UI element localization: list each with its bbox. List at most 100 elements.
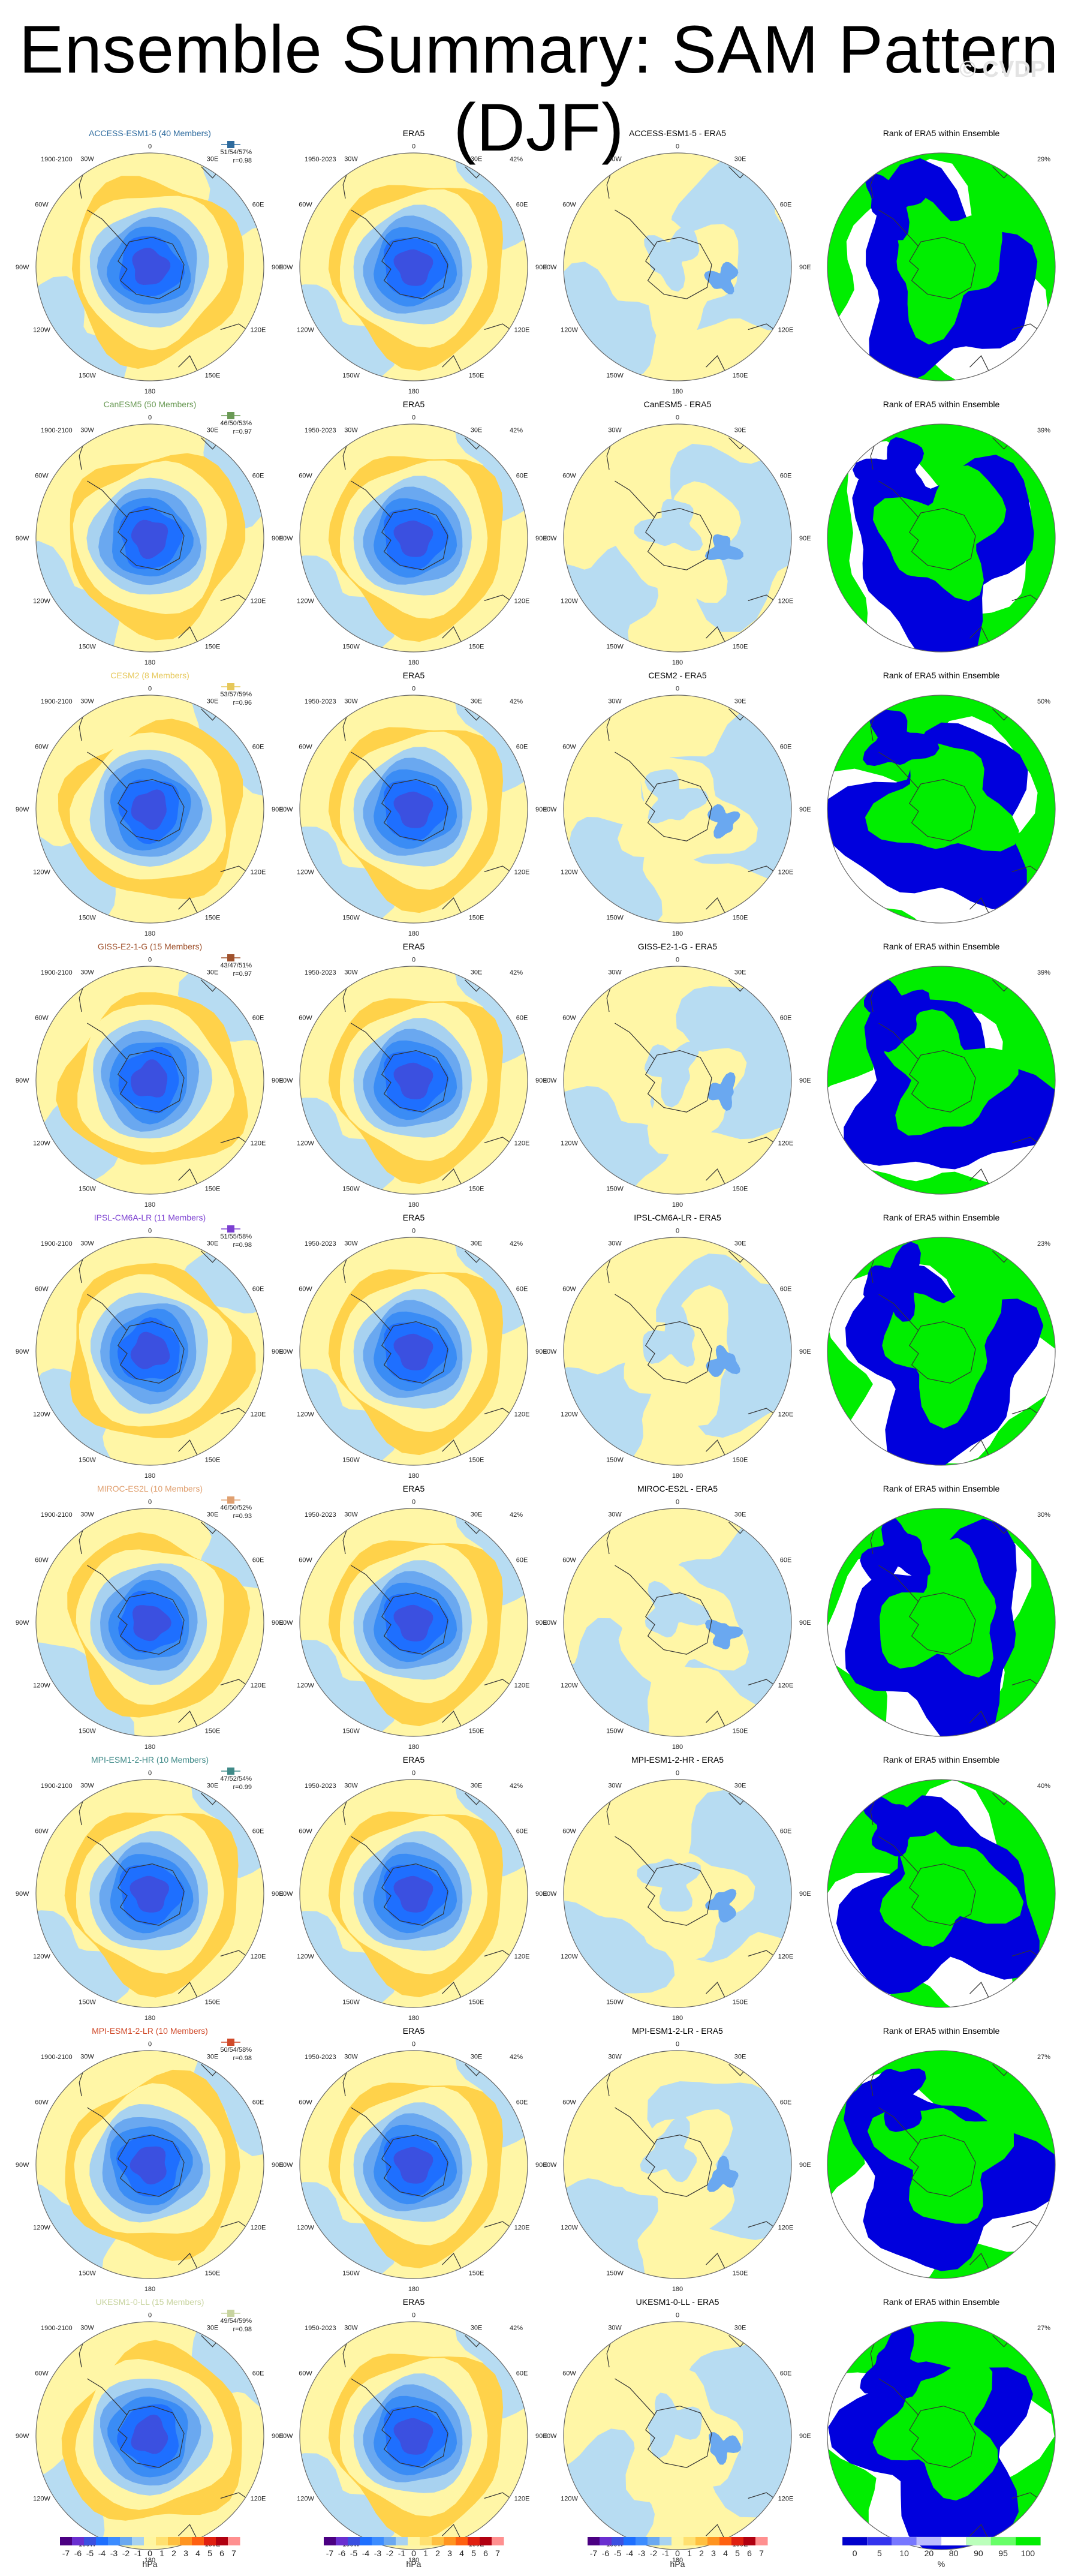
longitude-label: 90E	[535, 2162, 547, 2169]
longitude-label: 60W	[299, 2370, 312, 2377]
longitude-label: 120W	[297, 2496, 314, 2503]
longitude-label: 30E	[734, 2325, 746, 2332]
longitude-label: 120W	[561, 2496, 578, 2503]
peninsula-coastline	[87, 1836, 128, 1874]
longitude-label: 60E	[516, 1828, 528, 1835]
negative-contour-5	[393, 1604, 433, 1642]
colorbar-tick-label: -5	[350, 2548, 358, 2558]
longitude-label: 0	[676, 2312, 679, 2319]
colorbar-tick-label: -3	[374, 2548, 382, 2558]
longitude-label: 30E	[471, 1511, 483, 1519]
longitude-label: 120E	[514, 1682, 530, 1690]
colorbar-swatch	[168, 2537, 180, 2545]
longitude-label: 60E	[780, 2370, 792, 2377]
rank-panel-title: Rank of ERA5 within Ensemble	[883, 1755, 1000, 1765]
longitude-label: 60E	[780, 473, 792, 480]
rank-panel-title: Rank of ERA5 within Ensemble	[883, 1213, 1000, 1222]
colorbar-tick-label: -4	[362, 2548, 370, 2558]
stats-percent: 53/57/59%	[220, 691, 252, 698]
peninsula-coastline	[878, 1294, 919, 1331]
map-boundary	[827, 966, 1056, 1195]
colorbar-swatch	[941, 2536, 966, 2546]
rank-low-region	[857, 2068, 926, 2132]
new-zealand-coastline	[442, 2524, 462, 2541]
longitude-label: 150W	[606, 372, 624, 380]
colorbar-unit: hPa	[670, 2559, 685, 2569]
period-label: 1900-2100	[41, 427, 73, 434]
antarctica-coastline	[909, 778, 976, 841]
longitude-label: 120W	[297, 1411, 314, 1418]
colorbar-swatch	[108, 2537, 121, 2545]
longitude-label: 90W	[543, 806, 557, 813]
antarctica-coastline	[645, 507, 712, 570]
longitude-label: 60E	[516, 1557, 528, 1564]
colorbar-unit: %	[938, 2559, 945, 2569]
longitude-label: 120E	[251, 598, 266, 605]
antarctica-coastline	[118, 236, 185, 299]
colorbar-tick-label: 2	[699, 2548, 704, 2558]
antarctica-coastline	[909, 236, 976, 299]
map-boundary	[35, 966, 264, 1195]
longitude-label: 60W	[35, 1286, 49, 1293]
longitude-label: 150E	[469, 1457, 484, 1464]
new-zealand-coastline	[178, 2524, 198, 2541]
positive-anomaly	[644, 1041, 699, 1108]
rank-percent: 27%	[1037, 2325, 1050, 2332]
longitude-label: 0	[676, 1770, 679, 1777]
longitude-label: 30E	[207, 427, 219, 434]
difference-panel-title: ACCESS-ESM1-5 - ERA5	[629, 128, 726, 138]
antarctica-coastline	[118, 2134, 185, 2197]
strong-anomaly	[704, 1619, 743, 1650]
peninsula-coastline	[87, 1565, 128, 1603]
longitude-label: 30W	[344, 156, 358, 163]
longitude-label: 0	[676, 957, 679, 964]
rank-panel-title: Rank of ERA5 within Ensemble	[883, 128, 1000, 138]
map-boundary	[827, 2321, 1056, 2550]
rank-high-region	[872, 2359, 998, 2501]
antarctica-coastline	[381, 1050, 448, 1113]
model-panel-title: CanESM5 (50 Members)	[104, 399, 197, 409]
longitude-label: 0	[676, 1228, 679, 1235]
longitude-label: 30E	[207, 1511, 219, 1519]
period-label: 1900-2100	[41, 1783, 73, 1790]
longitude-label: 30W	[608, 1783, 622, 1790]
longitude-label: 0	[148, 143, 152, 151]
ensemble-spread-box	[227, 1768, 234, 1775]
model-panel-title: UKESM1-0-LL (15 Members)	[96, 2297, 204, 2307]
page-title: Ensemble Summary: SAM Pattern (DJF)	[19, 12, 1059, 165]
positive-anomaly	[564, 2428, 655, 2550]
longitude-label: 90W	[543, 2162, 557, 2169]
figure-row: MPI-ESM1-2-HR (10 Members) 1900-2100 47/52…	[16, 1755, 1056, 2022]
negative-contour-5	[130, 1331, 170, 1369]
colorbar-swatch	[636, 2537, 648, 2545]
longitude-label: 90W	[279, 2433, 293, 2440]
era5-percent: 42%	[510, 1783, 523, 1790]
longitude-label: 30W	[344, 2325, 358, 2332]
longitude-label: 120W	[561, 598, 578, 605]
colorbar-swatch	[731, 2537, 744, 2545]
longitude-label: 90E	[799, 1619, 811, 1627]
longitude-label: 150W	[79, 1186, 96, 1193]
longitude-label: 150W	[342, 372, 360, 380]
colorbar-swatch	[468, 2537, 480, 2545]
era5-panel-title: ERA5	[403, 671, 425, 680]
antarctica-coastline	[645, 1050, 712, 1113]
strong-anomaly	[707, 1072, 736, 1111]
peninsula-coastline	[615, 752, 655, 789]
colorbar-swatch	[456, 2537, 468, 2545]
longitude-label: 30W	[608, 156, 622, 163]
colorbar-swatch	[324, 2537, 336, 2545]
peninsula-coastline	[878, 1023, 919, 1060]
longitude-label: 0	[412, 2312, 415, 2319]
rank-high-region	[880, 1821, 1024, 1947]
longitude-label: 0	[676, 414, 679, 422]
longitude-label: 90W	[279, 264, 293, 271]
colorbar-swatch	[588, 2537, 600, 2545]
longitude-label: 30W	[608, 2325, 622, 2332]
colorbar-swatch	[180, 2537, 192, 2545]
colorbar-tick-label: -2	[386, 2548, 394, 2558]
period-label: 1950-2023	[305, 156, 336, 163]
antarctica-coastline	[909, 507, 976, 570]
colorbar-swatch	[132, 2537, 144, 2545]
longitude-label: 60W	[35, 1557, 49, 1564]
